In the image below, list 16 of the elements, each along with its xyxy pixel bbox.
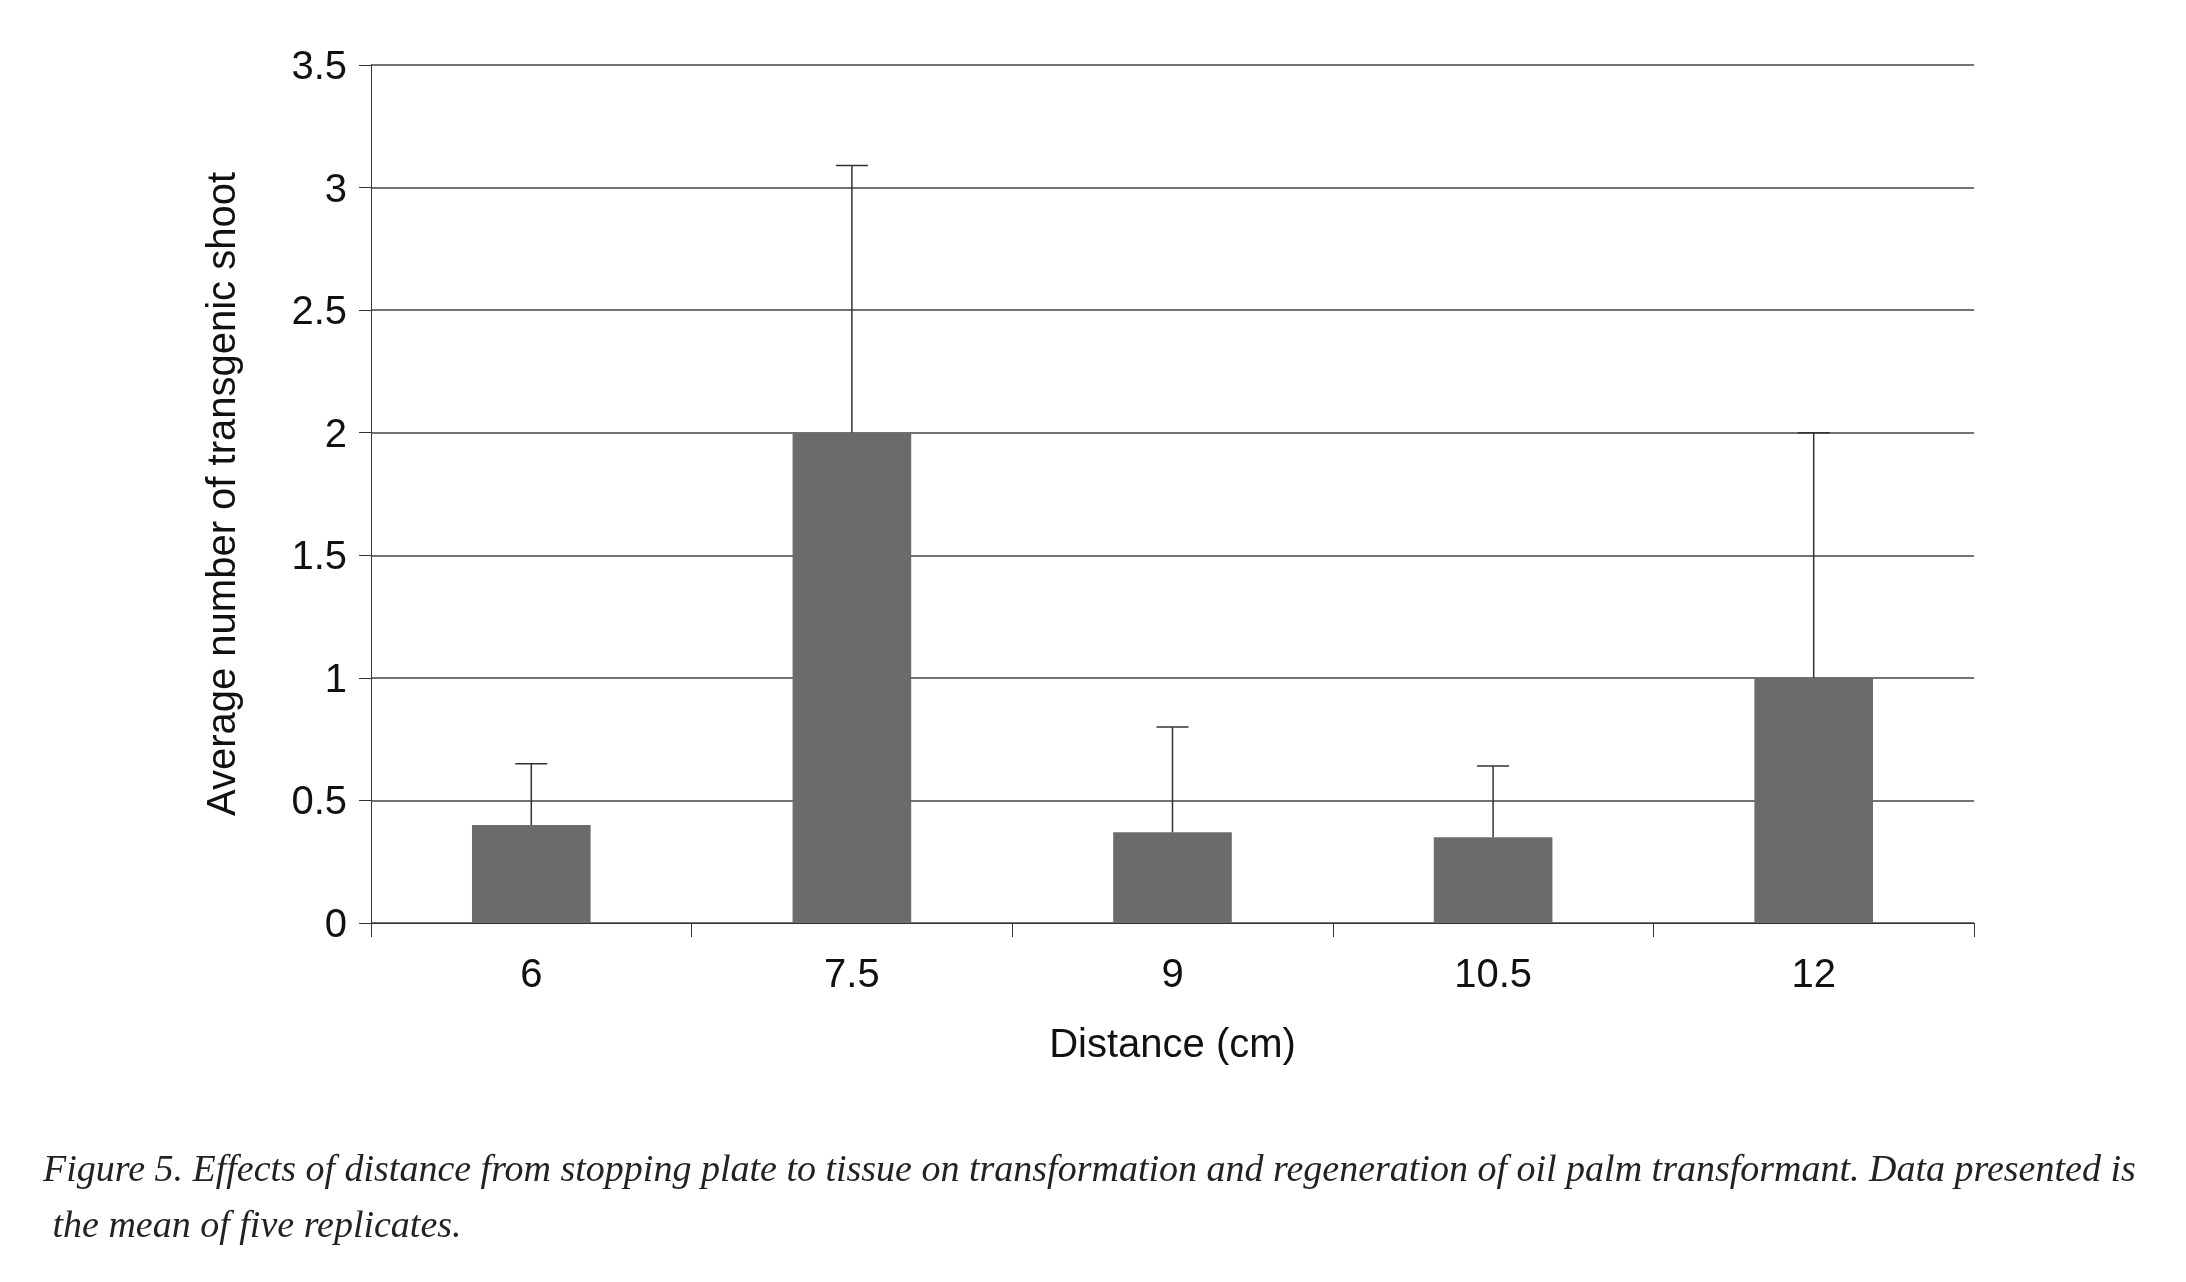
y-tick-label: 3 [324, 165, 347, 210]
x-tick-label: 6 [520, 951, 543, 995]
y-tick-label: 2 [324, 410, 347, 455]
x-axis-title: Distance (cm) [1049, 1021, 1296, 1065]
x-tick-label: 7.5 [824, 951, 880, 995]
y-tick-label: 1.5 [291, 533, 347, 578]
x-tick-label: 12 [1791, 951, 1836, 995]
y-tick-label: 0.5 [291, 778, 347, 823]
x-tick-label: 9 [1161, 951, 1184, 995]
y-tick-label: 3.5 [291, 43, 347, 87]
y-tick-label: 1 [324, 655, 347, 700]
y-tick-label: 2.5 [291, 288, 347, 333]
y-tick-label: 0 [324, 901, 347, 945]
y-axis-title: Average number of transgenic shoot [199, 171, 243, 817]
x-tick-label: 10.5 [1454, 951, 1533, 995]
caption: Figure 5. Effects of distance from stopping plate to tissue on transformation and regeneration of oil palm transformant. Data presented is the mean of five replicates. [42, 1147, 2136, 1245]
